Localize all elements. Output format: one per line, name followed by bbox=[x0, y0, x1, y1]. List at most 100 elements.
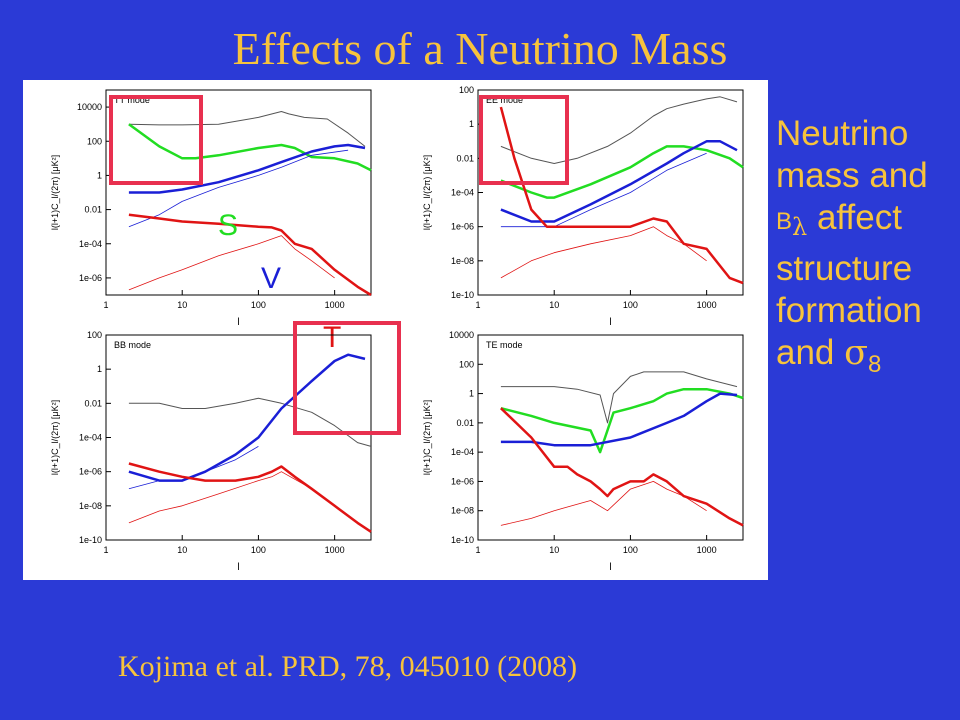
figure-panel: 1 10 100 1000 10000 100 1 0.01 1e-04 1e-06 l l(l+1)… bbox=[23, 80, 768, 580]
side-line-4: structure bbox=[776, 249, 913, 288]
panel-2-ytick-label-4: 1e-06 bbox=[451, 222, 474, 232]
panel-1-ytick-label-3: 0.01 bbox=[84, 205, 102, 215]
panel-3-series-vector bbox=[128, 353, 366, 482]
side-and: and bbox=[776, 333, 835, 372]
panel-4-ytick-label-3: 0.01 bbox=[456, 418, 474, 428]
panel-3-ytick-label-6: 1e-10 bbox=[79, 535, 102, 545]
panel-1-xtick-label-2: 100 bbox=[251, 300, 266, 310]
panel-2-xtick-label-0: 1 bbox=[475, 300, 480, 310]
panel-1-ytick-label-5: 1e-06 bbox=[79, 273, 102, 283]
panel-2-ytick-label-5: 1e-08 bbox=[451, 256, 474, 266]
panel-1-series-tensor_thin bbox=[128, 235, 335, 291]
panel-1-ylabel: l(l+1)C_l/(2π) [μK²] bbox=[50, 155, 60, 230]
panel-1-ytick-label-4: 1e-04 bbox=[79, 239, 102, 249]
panel-1-xtick-label-1: 10 bbox=[177, 300, 187, 310]
panel-3-xlabel: l bbox=[237, 562, 239, 573]
panel-2-xlabel: l bbox=[609, 317, 611, 328]
side-line-1: Neutrino bbox=[776, 114, 909, 153]
panel-2-xtick-label-3: 1000 bbox=[697, 300, 717, 310]
slide-title: Effects of a Neutrino Mass bbox=[232, 23, 728, 74]
panel-3-xtick-label-3: 1000 bbox=[325, 545, 345, 555]
side-line-6: and σ8 bbox=[776, 332, 956, 386]
panel-4-ytick-label-5: 1e-06 bbox=[451, 476, 474, 486]
panel-2-ytick-label-1: 1 bbox=[469, 119, 474, 129]
panel-2-series-scalar bbox=[500, 145, 744, 199]
panel-1-frame bbox=[105, 89, 372, 296]
panel-1-series-total bbox=[128, 111, 366, 147]
panel-2-ytick-label-2: 0.01 bbox=[456, 153, 474, 163]
citation: Kojima et al. PRD, 78, 045010 (2008) bbox=[118, 650, 578, 683]
side-line-3: Bλ affect bbox=[776, 197, 956, 248]
panel-1-series-vector bbox=[128, 143, 366, 194]
panel-1-ytick-label-2: 1 bbox=[97, 170, 102, 180]
panel-4-series-tensor_thin bbox=[500, 480, 707, 526]
panel-2-ytick-label-3: 1e-04 bbox=[451, 188, 474, 198]
panel-4-ytick-label-2: 1 bbox=[469, 389, 474, 399]
panel-3-ylabel: l(l+1)C_l/(2π) [μK²] bbox=[50, 400, 60, 475]
panel-2-series-tensor bbox=[499, 106, 744, 285]
panel-1-xtick-label-0: 1 bbox=[103, 300, 108, 310]
panel-2-series-vector_thin bbox=[500, 152, 707, 228]
panel-4-ytick-label-0: 10000 bbox=[449, 330, 474, 340]
panel-3-mode-label: BB mode bbox=[114, 340, 151, 350]
panel-3-ytick-label-2: 0.01 bbox=[84, 398, 102, 408]
chart-grid: 1 10 100 1000 10000 100 1 0.01 1e-04 1e-06 l l(l+1)… bbox=[50, 85, 744, 573]
panel-3-ytick-label-4: 1e-06 bbox=[79, 467, 102, 477]
panel-4-xtick-label-1: 10 bbox=[549, 545, 559, 555]
side-affect: affect bbox=[816, 198, 902, 237]
lambda-symbol: λ bbox=[792, 213, 808, 241]
panel-1-ytick-label-1: 100 bbox=[87, 136, 102, 146]
panel-2-series-tensor_thin bbox=[500, 226, 707, 279]
panel-3-series-vector_thin bbox=[128, 446, 259, 490]
highlight-box-1 bbox=[109, 95, 203, 185]
panel-3-ytick-label-1: 1 bbox=[97, 364, 102, 374]
panel-4-xlabel: l bbox=[609, 562, 611, 573]
sigma-subscript: 8 bbox=[868, 351, 882, 378]
panel-2-ytick-label-6: 1e-10 bbox=[451, 290, 474, 300]
panel-2-xtick-label-1: 10 bbox=[549, 300, 559, 310]
panel-2-frame bbox=[477, 89, 744, 296]
panel-2-ylabel: l(l+1)C_l/(2π) [μK²] bbox=[422, 155, 432, 230]
side-line-2: mass and bbox=[776, 156, 928, 195]
highlight-box-2 bbox=[479, 95, 569, 185]
panel-1-series-scalar bbox=[128, 123, 372, 172]
panel-4-ytick-label-4: 1e-04 bbox=[451, 447, 474, 457]
annotation-s: S bbox=[218, 209, 238, 242]
panel-3-xtick-label-0: 1 bbox=[103, 545, 108, 555]
panel-2-series-total bbox=[500, 96, 738, 164]
panel-4-mode-label: TE mode bbox=[486, 340, 523, 350]
panel-4-ytick-label-7: 1e-10 bbox=[451, 535, 474, 545]
panel-1-mode-label: TT mode bbox=[114, 95, 150, 105]
panel-1-series-tensor bbox=[128, 213, 372, 297]
panel-2-xtick-label-2: 100 bbox=[623, 300, 638, 310]
highlight-box-3 bbox=[293, 321, 401, 435]
panel-4-xtick-label-3: 1000 bbox=[697, 545, 717, 555]
panel-4-series-tensor bbox=[500, 407, 744, 527]
panel-3-series-total bbox=[128, 397, 372, 447]
panel-3-series-tensor bbox=[128, 462, 372, 533]
panel-4-series-total bbox=[500, 371, 738, 424]
panel-4-ylabel: l(l+1)C_l/(2π) [μK²] bbox=[422, 400, 432, 475]
panel-4-xtick-label-0: 1 bbox=[475, 545, 480, 555]
panel-4-xtick-label-2: 100 bbox=[623, 545, 638, 555]
b-symbol: B bbox=[776, 208, 793, 235]
panel-3-xtick-label-2: 100 bbox=[251, 545, 266, 555]
panel-2-mode-label: EE mode bbox=[486, 95, 523, 105]
side-line-5: formation bbox=[776, 291, 922, 330]
panel-3-series-tensor_thin bbox=[128, 471, 335, 524]
panel-3-ytick-label-0: 100 bbox=[87, 330, 102, 340]
panel-4-series-vector bbox=[500, 392, 738, 447]
annotation-t: T bbox=[323, 321, 341, 354]
annotation-v: V bbox=[261, 262, 281, 295]
panel-4-ytick-label-1: 100 bbox=[459, 359, 474, 369]
panel-3-xtick-label-1: 10 bbox=[177, 545, 187, 555]
sigma-symbol: σ bbox=[844, 333, 869, 373]
panel-4-series-scalar bbox=[500, 387, 744, 454]
panel-1-series-vector_thin bbox=[128, 149, 349, 228]
panel-3-frame bbox=[105, 334, 372, 541]
panel-1-ytick-label-0: 10000 bbox=[77, 102, 102, 112]
panel-4-ytick-label-6: 1e-08 bbox=[451, 506, 474, 516]
side-note: Neutrino mass and Bλ affect structure fo… bbox=[776, 113, 956, 386]
panel-3-ytick-label-5: 1e-08 bbox=[79, 501, 102, 511]
panel-3-ytick-label-3: 1e-04 bbox=[79, 433, 102, 443]
